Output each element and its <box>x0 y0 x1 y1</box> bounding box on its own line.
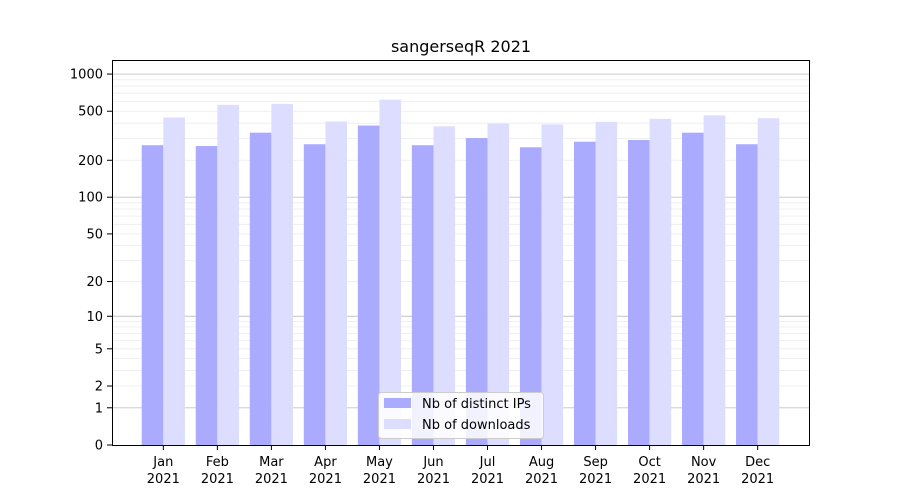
x-tick-label-year: 2021 <box>147 472 180 487</box>
bar-distinct-ips <box>249 132 272 446</box>
x-tick-label-year: 2021 <box>633 472 666 487</box>
x-tick-label-month: Jun <box>422 455 443 470</box>
x-tick-label-month: Jan <box>152 455 173 470</box>
x-tick-label-year: 2021 <box>525 472 558 487</box>
bar-distinct-ips <box>141 145 164 445</box>
y-tick-label: 0 <box>95 439 103 454</box>
x-tick-label-month: Sep <box>583 455 608 470</box>
y-tick-label: 1000 <box>70 68 103 83</box>
bar-downloads <box>703 115 726 445</box>
y-tick-label: 100 <box>78 191 103 206</box>
legend-swatch-downloads <box>384 419 411 429</box>
bar-downloads <box>595 121 618 445</box>
x-tick-label-year: 2021 <box>741 472 774 487</box>
x-tick-label-month: Jul <box>479 455 496 470</box>
bar-downloads <box>541 124 564 446</box>
legend-box <box>378 392 544 439</box>
y-tick-label: 2 <box>95 380 103 395</box>
bar-distinct-ips <box>682 132 704 446</box>
bar-downloads <box>325 121 348 445</box>
bar-distinct-ips <box>519 147 542 445</box>
x-tick-label-month: Feb <box>206 455 229 470</box>
y-axis: 0 1 2 5 10 20 50 100 200 500 1000 <box>70 68 112 454</box>
x-tick-label-month: Oct <box>638 455 660 470</box>
y-tick-label: 50 <box>86 227 103 242</box>
x-tick-label-month: Mar <box>259 455 284 470</box>
bar-downloads <box>379 99 402 445</box>
x-tick-label-year: 2021 <box>255 472 288 487</box>
x-tick-label-month: May <box>366 455 393 470</box>
bar-downloads <box>757 118 780 445</box>
bar-distinct-ips <box>357 125 380 445</box>
bar-downloads <box>487 123 510 446</box>
bar-downloads <box>271 103 294 445</box>
legend-label-distinct-ips: Nb of distinct IPs <box>422 397 531 412</box>
x-tick-label-year: 2021 <box>579 472 612 487</box>
bar-distinct-ips <box>303 144 326 446</box>
x-tick-label-month: Nov <box>691 455 717 470</box>
chart-title: sangerseqR 2021 <box>391 37 531 56</box>
x-tick-label-month: Aug <box>529 455 554 470</box>
bar-downloads <box>217 104 239 445</box>
x-tick-label-year: 2021 <box>309 472 342 487</box>
x-tick-label-year: 2021 <box>471 472 504 487</box>
plot-frame <box>112 60 810 446</box>
bar-downloads <box>649 118 672 445</box>
bar-distinct-ips <box>627 140 650 445</box>
x-tick-label-month: Apr <box>314 455 337 470</box>
y-tick-label: 5 <box>95 342 103 357</box>
y-tick-label: 200 <box>78 154 103 169</box>
bar-distinct-ips <box>736 144 758 446</box>
x-tick-label-month: Dec <box>745 455 770 470</box>
x-tick-label-year: 2021 <box>201 472 234 487</box>
legend: Nb of distinct IPs Nb of downloads <box>378 392 544 439</box>
bar-downloads <box>433 126 456 445</box>
legend-swatch-distinct-ips <box>384 398 411 408</box>
y-tick-label: 20 <box>86 275 103 290</box>
x-tick-label-year: 2021 <box>687 472 720 487</box>
bar-distinct-ips <box>573 141 596 445</box>
x-tick-label-year: 2021 <box>417 472 450 487</box>
bars <box>141 99 780 446</box>
y-tick-label: 1 <box>95 401 103 416</box>
x-axis: Jan 2021 Feb 2021 Mar 2021 Apr 2021 May 2021 Jun 20… <box>147 445 774 487</box>
bar-distinct-ips <box>465 138 488 446</box>
bar-downloads <box>163 117 185 445</box>
bar-distinct-ips <box>411 145 434 445</box>
x-tick-label-year: 2021 <box>363 472 396 487</box>
y-tick-label: 500 <box>78 105 103 120</box>
legend-label-downloads: Nb of downloads <box>422 418 531 433</box>
bar-distinct-ips <box>195 146 218 445</box>
y-tick-label: 10 <box>86 310 103 325</box>
